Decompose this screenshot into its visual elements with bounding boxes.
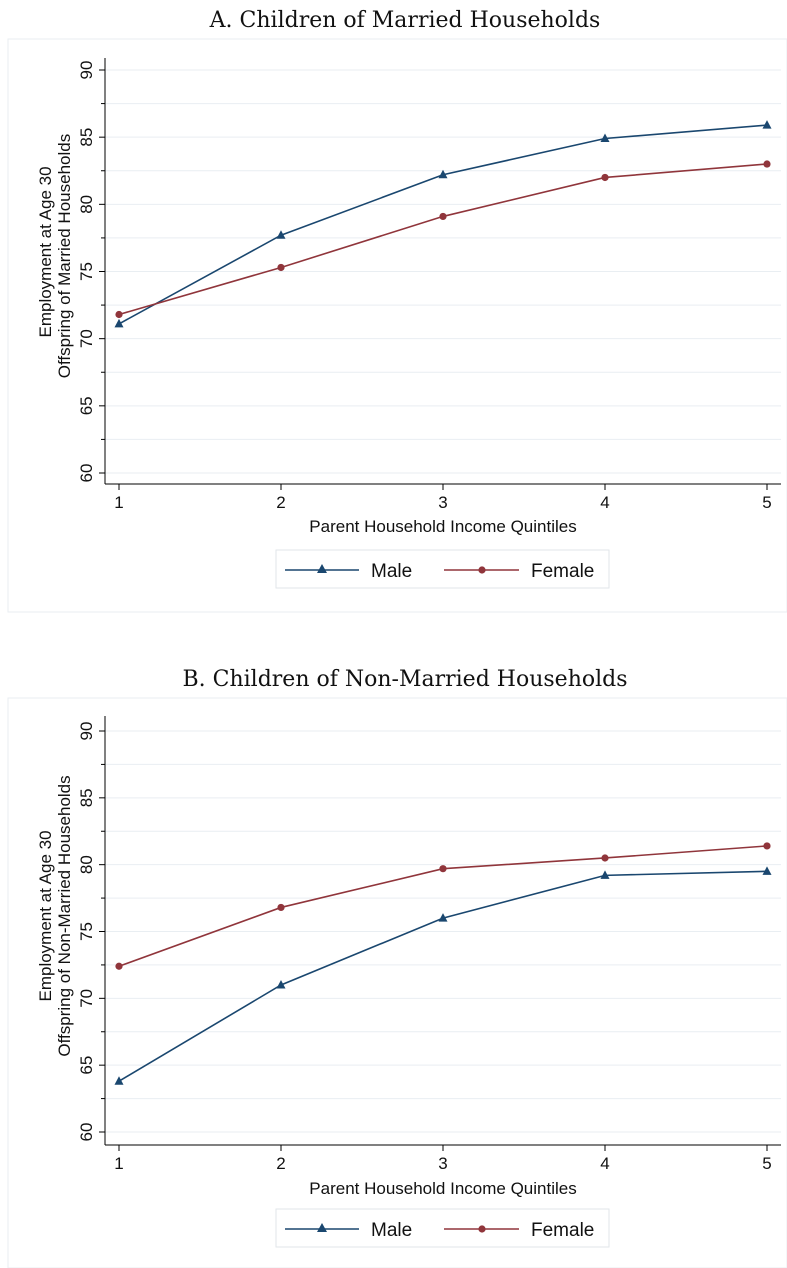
- x-ticks: 1 2 3 4 5: [114, 484, 772, 512]
- data-point-male: [438, 169, 448, 179]
- x-tick-label: 4: [600, 1154, 609, 1173]
- y-tick-label: 65: [77, 396, 96, 415]
- data-point-male: [762, 120, 772, 129]
- data-point-female: [115, 310, 123, 319]
- x-tick-label: 3: [438, 1154, 447, 1173]
- series-line-male: [118, 870, 768, 1082]
- series-line-female: [118, 163, 768, 316]
- data-point-female: [601, 173, 609, 182]
- data-point-female: [601, 854, 609, 862]
- y-tick-label: 90: [77, 61, 96, 80]
- y-axis-label-line1: Employment at Age 30: [36, 830, 55, 1001]
- data-point-female: [115, 962, 123, 970]
- legend: Male Female: [275, 549, 610, 589]
- data-point-female: [277, 903, 285, 912]
- data-point-female: [439, 212, 447, 221]
- series-line-male: [118, 124, 768, 325]
- y-tick-label: 80: [77, 195, 96, 214]
- data-point-female: [439, 865, 447, 873]
- panel-married: A. Children of Married Households 60 65 70…: [7, 8, 787, 613]
- y-tick-label: 60: [77, 464, 96, 483]
- legend-marker-female: [478, 1225, 486, 1233]
- y-ticks: 60 65 70 75 80 85 90: [77, 61, 105, 483]
- y-tick-label: 85: [77, 788, 96, 807]
- data-point-male: [276, 230, 286, 239]
- y-axis-label-line1: Employment at Age 30: [36, 166, 55, 337]
- x-tick-label: 5: [762, 1154, 771, 1173]
- panel-non-married: B. Children of Non-Married Households 60…: [7, 667, 787, 1268]
- y-tick-label: 60: [77, 1123, 96, 1142]
- legend-label-male: Male: [371, 561, 412, 582]
- y-tick-label: 75: [77, 922, 96, 941]
- legend-marker-male: [317, 564, 327, 573]
- data-point-female: [277, 263, 285, 272]
- x-ticks: 1 2 3 4 5: [114, 1145, 772, 1173]
- y-tick-label: 90: [77, 722, 96, 741]
- legend-box: [275, 1208, 610, 1248]
- legend-label-female: Female: [531, 561, 594, 582]
- series-group: [114, 842, 772, 1085]
- legend-label-female: Female: [531, 1220, 594, 1241]
- data-point-male: [438, 913, 448, 922]
- y-axis-label-line2: Offspring of Non-Married Households: [55, 775, 74, 1056]
- data-point-male: [600, 133, 610, 143]
- x-axis-label: Parent Household Income Quintiles: [309, 517, 576, 536]
- chart-title: A. Children of Married Households: [209, 8, 601, 33]
- x-tick-label: 4: [600, 493, 609, 512]
- y-tick-label: 65: [77, 1056, 96, 1075]
- data-point-female: [763, 160, 771, 168]
- chart-title: B. Children of Non-Married Households: [182, 667, 627, 692]
- x-axis-label: Parent Household Income Quintiles: [309, 1179, 576, 1198]
- chart-frame: [7, 697, 787, 1268]
- y-tick-label: 70: [77, 329, 96, 348]
- data-point-male: [114, 1076, 124, 1085]
- legend: Male Female: [275, 1208, 610, 1248]
- y-tick-label: 75: [77, 262, 96, 281]
- y-ticks: 60 65 70 75 80 85 90: [77, 722, 105, 1142]
- gridlines: [105, 69, 781, 474]
- y-tick-label: 85: [77, 128, 96, 147]
- data-point-male: [276, 979, 286, 989]
- x-tick-label: 3: [438, 493, 447, 512]
- series-group: [114, 120, 772, 328]
- legend-marker-male: [317, 1223, 327, 1232]
- x-tick-label: 1: [114, 1154, 123, 1173]
- data-point-female: [763, 842, 771, 850]
- data-point-male: [600, 870, 610, 879]
- legend-marker-female: [478, 566, 486, 574]
- y-tick-label: 70: [77, 989, 96, 1008]
- chart-frame: [7, 38, 787, 613]
- x-tick-label: 2: [276, 1154, 285, 1173]
- legend-box: [275, 549, 610, 589]
- gridlines: [105, 730, 781, 1133]
- y-tick-label: 80: [77, 855, 96, 874]
- series-line-female: [118, 845, 768, 968]
- data-point-male: [114, 318, 124, 328]
- legend-label-male: Male: [371, 1220, 412, 1241]
- x-tick-label: 2: [276, 493, 285, 512]
- y-axis-label-line2: Offspring of Married Households: [55, 134, 74, 378]
- x-tick-label: 5: [762, 493, 771, 512]
- x-tick-label: 1: [114, 493, 123, 512]
- data-point-male: [762, 866, 772, 875]
